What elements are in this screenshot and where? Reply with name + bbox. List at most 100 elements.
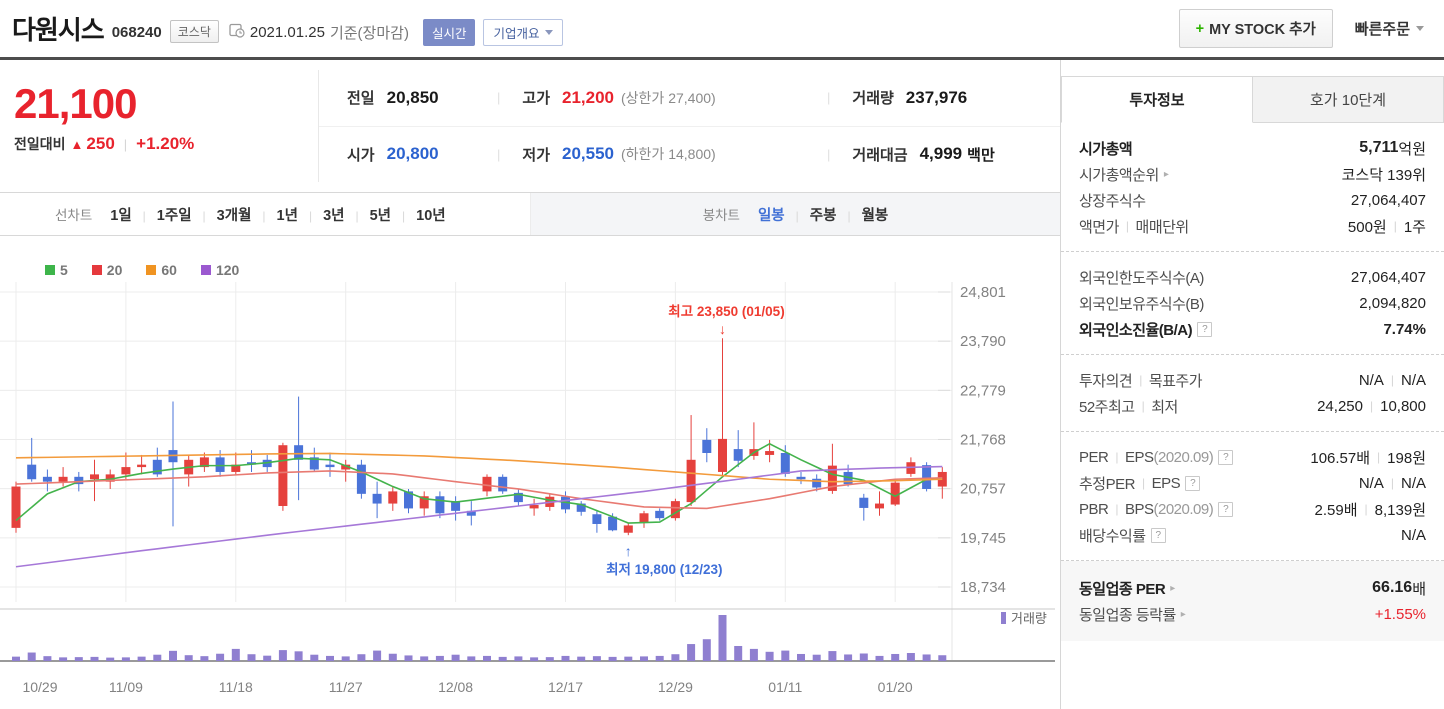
candle-body bbox=[639, 513, 649, 524]
info-group: 외국인한도주식수(A) 27,064,407 외국인보유주식수(B) 2,094,82… bbox=[1061, 252, 1444, 355]
low-arrow-icon: ↑ bbox=[625, 543, 632, 559]
candle-body bbox=[137, 464, 147, 468]
help-icon[interactable]: ? bbox=[1185, 475, 1201, 491]
help-icon[interactable]: ? bbox=[1218, 501, 1234, 517]
candle-body bbox=[498, 476, 508, 492]
volume-bar bbox=[247, 654, 256, 661]
y-axis-label: 21,768 bbox=[960, 431, 1006, 448]
tab-5년[interactable]: 5년 bbox=[369, 207, 392, 224]
candle-body bbox=[922, 465, 932, 489]
candle-body bbox=[325, 464, 335, 468]
volume-bar bbox=[781, 650, 790, 661]
sidebar-tabs: 투자정보 호가 10단계 bbox=[1061, 76, 1444, 123]
volume-bar bbox=[121, 657, 130, 661]
tab-1일[interactable]: 1일 bbox=[110, 207, 132, 224]
volume-bar bbox=[483, 655, 491, 661]
candle-body bbox=[435, 496, 445, 514]
help-icon[interactable]: ? bbox=[1150, 527, 1166, 543]
info-row: 외국인한도주식수(A) 27,064,407 bbox=[1079, 264, 1426, 290]
volume-bar bbox=[718, 615, 727, 661]
candlestick-chart[interactable]: 24,801 23,790 22,779 21,768 20,757 19,745 18,7… bbox=[0, 236, 1060, 709]
candle-chart-tabs: 봉차트 일봉 | 주봉 | 월봉 bbox=[530, 193, 1060, 235]
low-value: 20,550 bbox=[562, 144, 614, 164]
help-icon[interactable]: ? bbox=[1197, 321, 1213, 337]
link-arrow-icon[interactable]: ▸ bbox=[1180, 608, 1186, 620]
sidebar-tab-호가 10단계[interactable]: 호가 10단계 bbox=[1253, 76, 1444, 123]
volume-bar bbox=[467, 656, 476, 661]
quote-date: 2021.01.25 bbox=[249, 24, 325, 41]
volume-bar bbox=[498, 656, 507, 661]
volume-bar bbox=[451, 654, 460, 661]
volume-bar bbox=[420, 656, 429, 661]
candle-body bbox=[812, 478, 822, 488]
x-axis-label: 10/29 bbox=[22, 679, 57, 695]
volume-bar bbox=[137, 656, 146, 661]
link-arrow-icon[interactable]: ▸ bbox=[1163, 168, 1169, 180]
chart-tab-bar: 선차트 1일 | 1주일 | 3개월 | 1년 | 3년 | 5년 | 10년 봉차트 일봉 | 주봉 | 월봉 bbox=[0, 192, 1060, 236]
tab-10년[interactable]: 10년 bbox=[416, 207, 446, 224]
candle-body bbox=[655, 510, 665, 519]
info-value: 500원 | 1주 bbox=[1347, 218, 1426, 236]
header-divider bbox=[0, 57, 1444, 60]
current-price: 21,100 bbox=[14, 80, 137, 127]
amount-label: 거래대금 bbox=[852, 146, 908, 164]
info-label: 외국인한도주식수(A) bbox=[1079, 269, 1204, 287]
x-axis-label: 11/27 bbox=[329, 679, 363, 695]
candle-body bbox=[309, 457, 319, 470]
help-icon[interactable]: ? bbox=[1218, 449, 1234, 465]
volume-bar bbox=[765, 651, 774, 661]
up-arrow-icon: ▲ bbox=[70, 136, 84, 152]
ma-color-swatch bbox=[146, 265, 157, 275]
info-label: 동일업종 PER ▸ bbox=[1079, 580, 1175, 598]
tab-월봉[interactable]: 월봉 bbox=[861, 207, 889, 224]
volume-value: 237,976 bbox=[905, 87, 968, 107]
tab-3년[interactable]: 3년 bbox=[323, 207, 345, 224]
info-label: 추정PER | EPS? bbox=[1079, 473, 1201, 494]
market-badge: 코스닥 bbox=[169, 20, 219, 43]
info-value: 27,064,407 bbox=[1350, 191, 1426, 209]
tab-주봉[interactable]: 주봉 bbox=[809, 207, 837, 224]
candle-chart-label: 봉차트 bbox=[702, 208, 740, 223]
info-row: 52주최고 | 최저 24,250 | 10,800 bbox=[1079, 393, 1426, 419]
candle-body bbox=[58, 476, 68, 482]
info-row: 시가총액 5,711 억원 bbox=[1079, 135, 1426, 161]
company-overview-button[interactable]: 기업개요 bbox=[483, 18, 564, 46]
candle-body bbox=[388, 491, 398, 504]
amount-unit: 백만 bbox=[967, 146, 995, 164]
info-label: 액면가 | 매매단위 bbox=[1079, 218, 1189, 236]
page-header: 다원시스 068240 코스닥 2021.01.25 기준(장마감) 실시간 기… bbox=[0, 0, 1444, 57]
tab-1년[interactable]: 1년 bbox=[276, 207, 298, 224]
my-stock-add-button[interactable]: + MY STOCK 추가 bbox=[1178, 9, 1333, 48]
info-label: 동일업종 등락률 ▸ bbox=[1079, 606, 1186, 624]
tab-1주일[interactable]: 1주일 bbox=[156, 207, 192, 224]
current-price-block: 21,100 전일대비 ▲ 250 | +1.20% bbox=[0, 60, 318, 192]
y-axis-label: 20,757 bbox=[960, 481, 1006, 498]
info-row: 외국인보유주식수(B) 2,094,820 bbox=[1079, 290, 1426, 316]
volume-bar bbox=[373, 650, 382, 661]
volume-bar bbox=[859, 653, 868, 661]
candle-body bbox=[513, 492, 523, 503]
chevron-down-icon bbox=[1416, 26, 1424, 31]
candle-body bbox=[372, 493, 382, 504]
ma20-line bbox=[15, 470, 943, 510]
investment-info-sidebar: 투자정보 호가 10단계 시가총액 5,711 억원 시가총액순위 ▸ 코스닥 139위 상장… bbox=[1060, 60, 1444, 709]
info-label: 배당수익률? bbox=[1079, 525, 1166, 546]
candle-body bbox=[780, 452, 790, 474]
volume-bar bbox=[702, 639, 711, 661]
candle-body bbox=[827, 465, 837, 491]
sidebar-tab-투자정보[interactable]: 투자정보 bbox=[1061, 76, 1253, 123]
volume-bar bbox=[388, 653, 397, 661]
candle-body bbox=[576, 503, 586, 512]
candle-body bbox=[623, 525, 633, 533]
tab-일봉[interactable]: 일봉 bbox=[757, 207, 785, 224]
link-arrow-icon[interactable]: ▸ bbox=[1170, 582, 1175, 594]
tab-3개월[interactable]: 3개월 bbox=[216, 207, 252, 224]
high-label: 고가 bbox=[522, 90, 550, 108]
info-value: 24,250 | 10,800 bbox=[1317, 397, 1426, 415]
realtime-badge[interactable]: 실시간 bbox=[422, 18, 476, 46]
quick-order-button[interactable]: 빠른주문 bbox=[1355, 18, 1424, 39]
stock-name: 다원시스 bbox=[12, 15, 105, 45]
candle-body bbox=[733, 449, 743, 461]
quick-order-label: 빠른주문 bbox=[1354, 21, 1410, 38]
